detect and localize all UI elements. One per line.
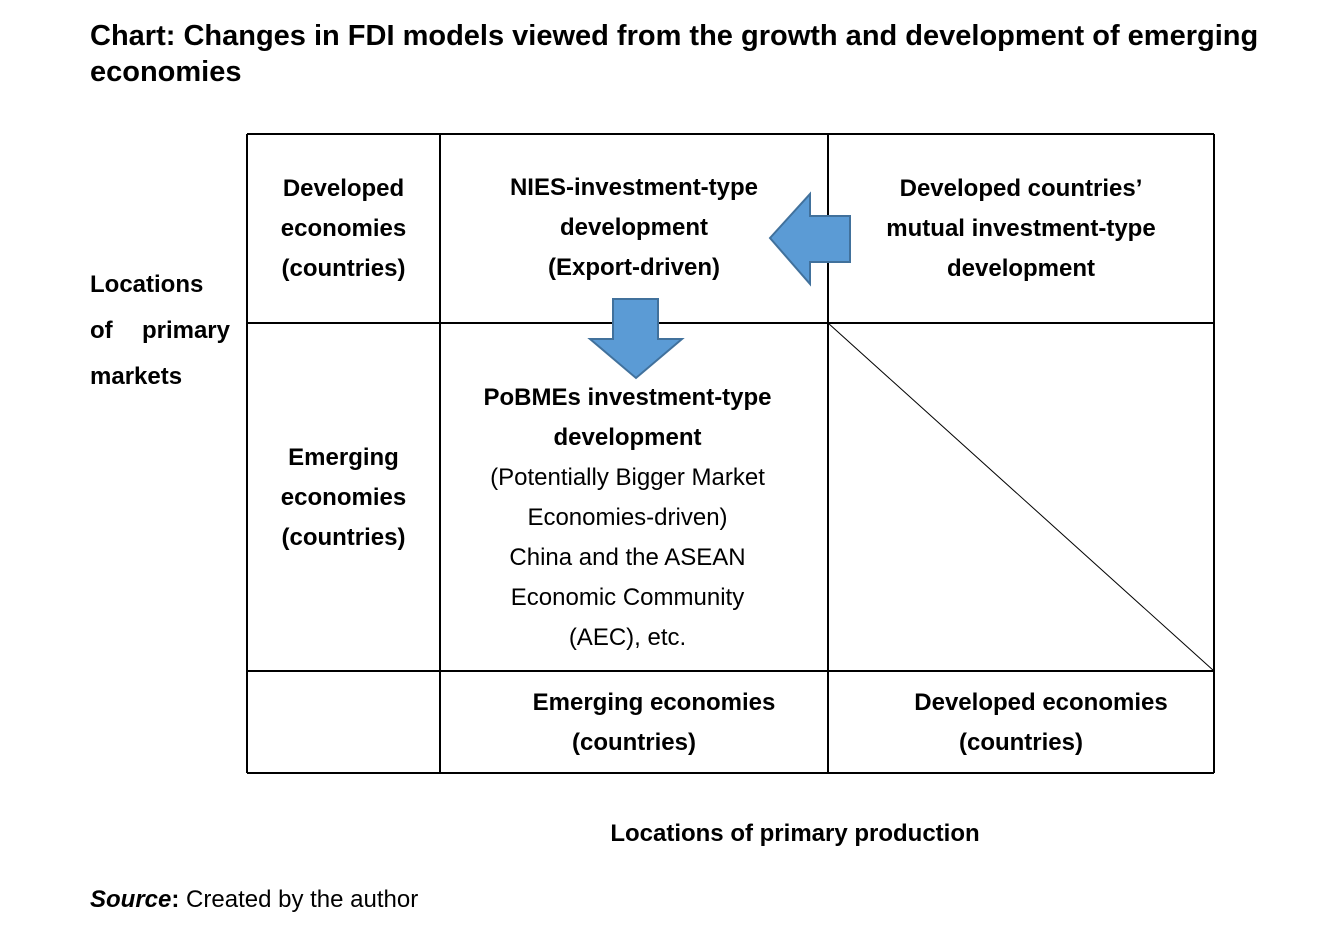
chart-title: Chart: Changes in FDI models viewed from… — [90, 20, 1259, 88]
empty-cell-diagonal — [827, 322, 1215, 672]
y-axis-label-line-3: markets — [90, 363, 183, 390]
left-arrow-icon — [768, 191, 851, 287]
y-axis-label-line-1: Locations — [90, 271, 204, 298]
row-header-emerging: Emerging economies (countries) — [280, 444, 407, 551]
source-note: Source: Created by the author — [90, 886, 419, 913]
y-axis-label-word-primary: primary — [141, 317, 230, 344]
column-header-developed: Developed economies (countries) — [914, 689, 1168, 756]
cell-mutual-investment: Developed countries’ mutual investment-t… — [886, 175, 1156, 282]
column-header-emerging: Emerging economies (countries) — [532, 689, 776, 756]
row-header-developed: Developed economies (countries) — [280, 175, 407, 282]
source-text: Created by the author — [186, 886, 419, 913]
cell-pobmes-investment: PoBMEs investment-type development (Pote… — [483, 384, 772, 651]
cell-nies-investment: NIES-investment-type development (Export… — [509, 174, 759, 281]
y-axis-label-line-2: of primary — [90, 308, 230, 354]
y-axis-label: Locations of primary markets — [90, 262, 240, 400]
x-axis-label: Locations of primary production — [610, 820, 980, 847]
down-arrow-icon — [587, 298, 685, 380]
source-label: Source — [90, 886, 172, 913]
y-axis-label-word-of: of — [90, 317, 113, 344]
